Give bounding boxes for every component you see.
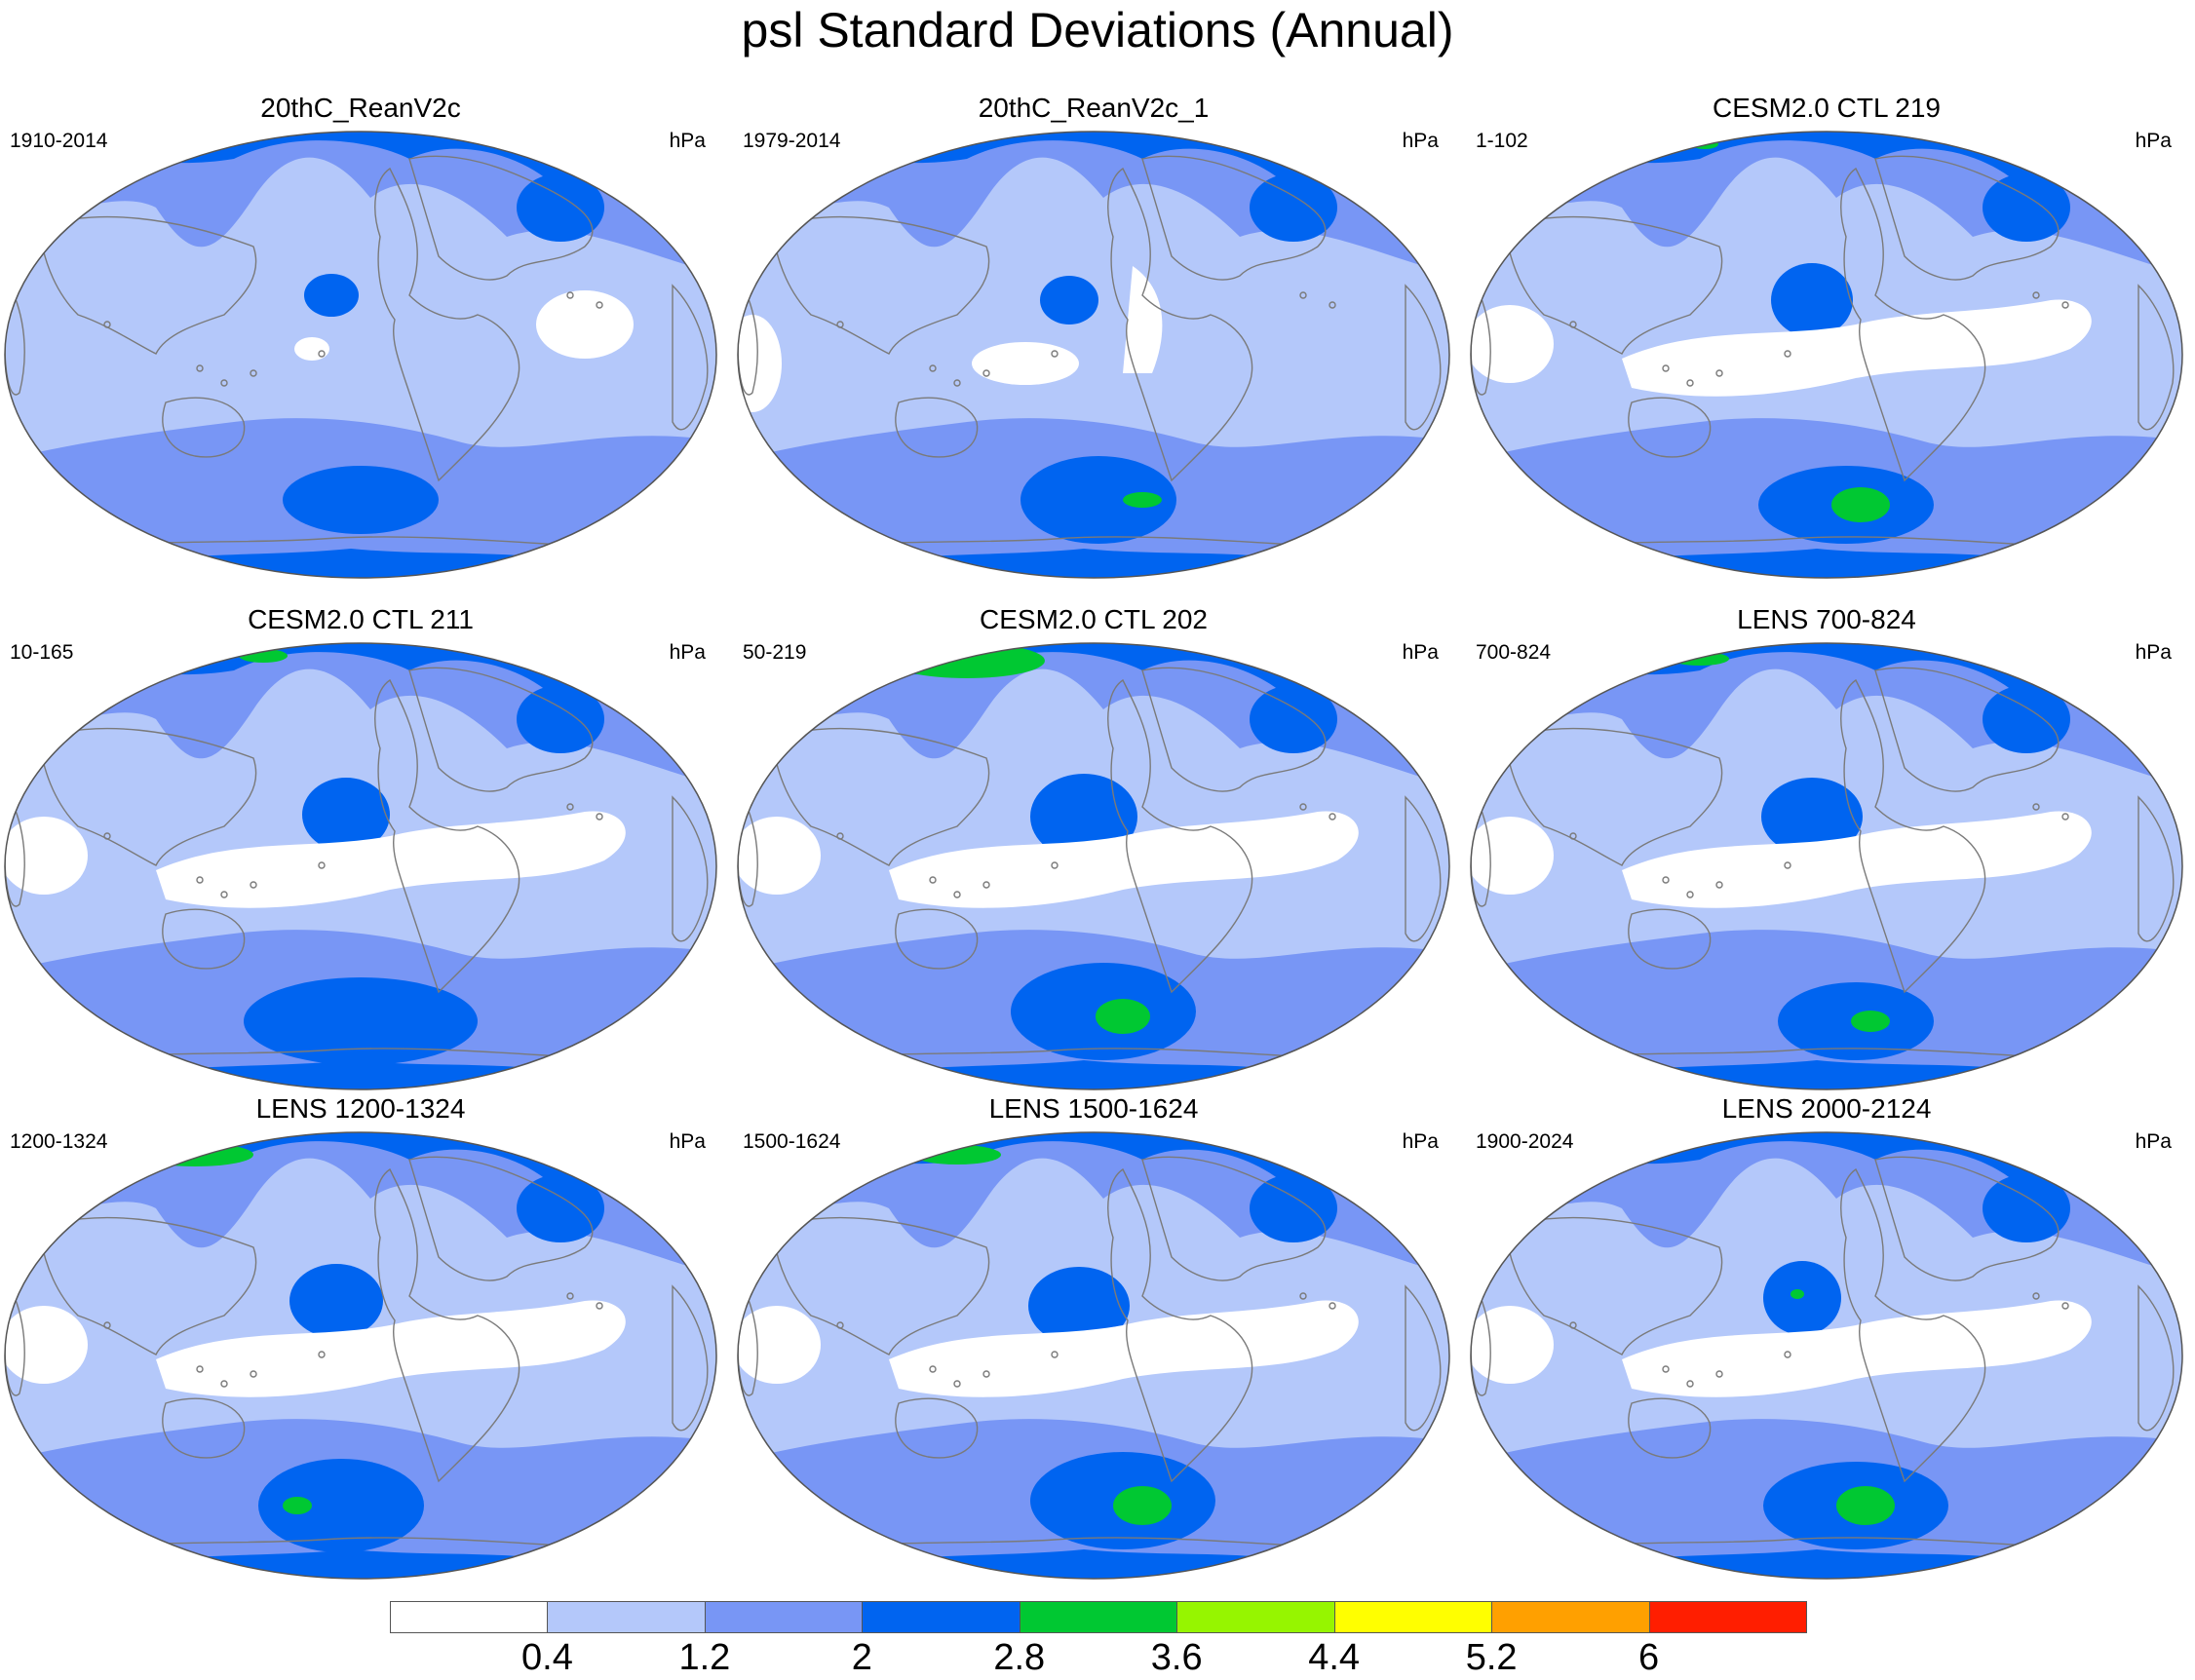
panel-title: CESM2.0 CTL 219 [1713,93,1941,123]
map-plot [4,131,717,579]
colorbar-swatch [1333,1601,1493,1633]
colorbar-swatch [1176,1601,1335,1633]
panel-title: LENS 700-824 [1737,604,1916,634]
coastlines [5,667,709,1081]
map-plot [1470,642,2183,1090]
map-plot [1470,1131,2183,1580]
map-plot [4,1131,717,1580]
map-outline [4,642,717,1090]
panel-period: 10-165 [10,641,74,664]
panel-title: LENS 2000-2124 [1721,1093,1932,1124]
colorbar-tick-label: 3.6 [1150,1637,1203,1678]
colorbar-tick-label: 4.4 [1308,1637,1361,1678]
colorbar-tick-label: 2 [851,1637,872,1678]
colorbar-tick-label: 5.2 [1465,1637,1518,1678]
panel-period: 1979-2014 [743,130,841,152]
colorbar-swatch [862,1601,1020,1633]
map-plot [4,642,717,1090]
map-outline [4,1131,717,1580]
map-panel: LENS 1500-1624 1500-1624 hPa [733,1093,1454,1581]
map-outline [737,1131,1450,1580]
panel-title: LENS 1200-1324 [255,1093,466,1124]
map-panel: LENS 1200-1324 1200-1324 hPa [0,1093,721,1581]
colorbar-swatch [390,1601,549,1633]
panel-title: 20thC_ReanV2c_1 [978,93,1210,123]
panel-units: hPa [2135,1130,2172,1153]
panel-period: 1900-2024 [1476,1130,1574,1153]
panel-title: CESM2.0 CTL 202 [980,604,1208,634]
panel-units: hPa [669,1130,706,1153]
colorbar-tick-label: 6 [1637,1637,1660,1678]
panel-period: 1200-1324 [10,1130,108,1153]
panel-period: 700-824 [1476,641,1552,664]
map-panel: CESM2.0 CTL 202 50-219 hPa [733,604,1454,1091]
map-panel: 20thC_ReanV2c_1 1979-2014 hPa [733,93,1454,580]
map-outline [4,131,717,579]
map-outline [1470,131,2183,579]
panel-units: hPa [1402,1130,1439,1153]
colorbar-tick-label: 0.4 [521,1637,573,1678]
map-outline [1470,1131,2183,1580]
map-panel: CESM2.0 CTL 211 10-165 hPa [0,604,721,1091]
contour-field [1471,132,2182,578]
panel-units: hPa [1402,130,1439,152]
map-panel: LENS 700-824 700-824 hPa [1466,604,2187,1091]
map-plot [737,1131,1450,1580]
panel-period: 1910-2014 [10,130,108,152]
panel-title: 20thC_ReanV2c [260,93,461,123]
map-outline [1470,642,2183,1090]
colorbar-swatch [547,1601,706,1633]
panel-units: hPa [669,130,706,152]
panel-units: hPa [669,641,706,664]
panel-units: hPa [2135,130,2172,152]
panel-period: 1-102 [1476,130,1528,152]
colorbar-tick-label: 1.2 [678,1637,731,1678]
contour-field [1471,643,2182,1089]
map-plot [1470,131,2183,579]
colorbar-swatch [1648,1601,1807,1633]
coastlines [5,1156,709,1570]
map-panel: CESM2.0 CTL 219 1-102 hPa [1466,93,2187,580]
figure-title: psl Standard Deviations (Annual) [741,3,1454,57]
panel-period: 1500-1624 [743,1130,841,1153]
map-panel: 20thC_ReanV2c 1910-2014 hPa [0,93,721,580]
map-plot [737,642,1450,1090]
colorbar-swatch [704,1601,864,1633]
colorbar-swatch [1019,1601,1178,1633]
colorbar-swatch [1491,1601,1650,1633]
panel-title: CESM2.0 CTL 211 [248,604,474,634]
panel-units: hPa [1402,641,1439,664]
map-plot [737,131,1450,579]
coastlines [738,1156,1442,1570]
coastlines [1471,155,2175,569]
panel-title: LENS 1500-1624 [988,1093,1199,1124]
map-outline [737,131,1450,579]
colorbar [390,1601,1807,1635]
contour-field [5,1132,716,1579]
colorbar-tick-label: 2.8 [993,1637,1046,1678]
panel-units: hPa [2135,641,2172,664]
panel-period: 50-219 [743,641,807,664]
map-panel: LENS 2000-2124 1900-2024 hPa [1466,1093,2187,1581]
map-outline [737,642,1450,1090]
